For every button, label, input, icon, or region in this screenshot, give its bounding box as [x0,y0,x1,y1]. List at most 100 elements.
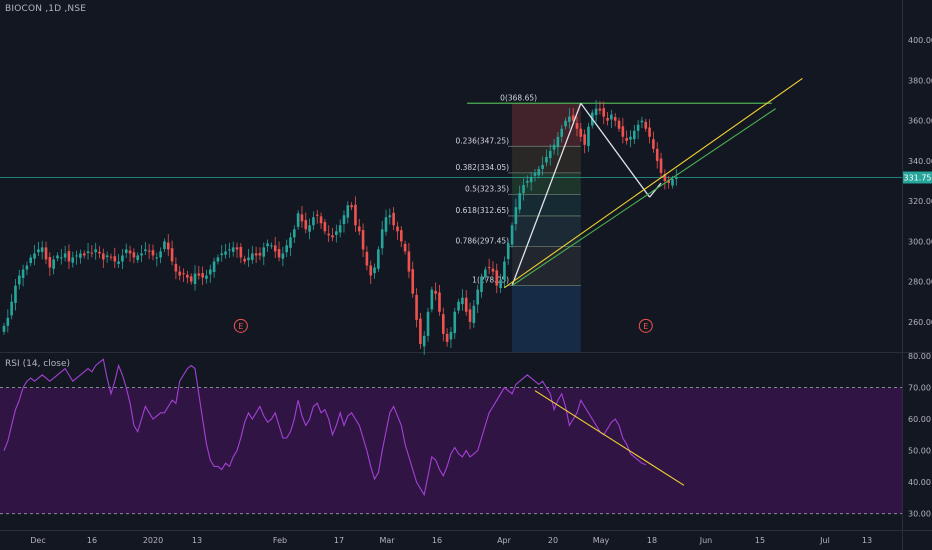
candle-body [300,214,304,222]
candle-body [239,247,243,258]
candle-body [189,276,193,282]
candle-body [201,273,204,278]
candle-body [63,253,67,258]
candle-body [25,265,29,270]
rsi-tick-label: 70.00 [908,384,931,393]
candle-body [476,289,479,305]
candle-body [60,257,63,259]
candle-body [621,126,625,137]
candle-body [545,156,548,163]
time-tick-label: 2020 [143,536,163,545]
time-tick-label: 18 [647,536,657,545]
candle-body [52,259,55,269]
candle-body [247,257,250,261]
candle-body [484,269,487,278]
time-tick-label: 20 [548,536,558,545]
candle-body [315,214,319,216]
rsi-divergence-line [534,390,685,486]
candle-body [526,181,529,183]
candle-body [487,267,491,269]
candle-body [541,164,544,169]
candle-body [75,255,78,257]
rsi-tick-label: 80.00 [908,352,931,361]
candle-body [285,245,288,253]
price-tick-label: 380.00 [908,76,932,85]
candle-body [155,257,159,259]
candle-body [667,179,670,184]
candle-body [407,251,411,272]
zigzag-line [580,102,651,198]
candle-body [254,253,258,256]
price-tick-label: 280.00 [908,278,932,287]
candle-body [529,177,533,183]
candle-body [384,217,388,232]
candle-body [560,128,564,137]
candle-body [579,128,583,137]
candle-body [361,230,365,250]
candle-body [251,253,254,260]
candle-body [208,269,212,275]
candle-body [132,252,136,258]
price-tick-label: 340.00 [908,157,932,166]
candle-body [243,258,246,262]
candle-body [323,222,327,232]
trend-line-green [511,108,776,287]
price-tick-label: 360.00 [908,117,932,126]
time-tick-label: 13 [862,536,872,545]
candle-body [388,215,392,218]
candle-body [178,271,182,276]
candle-body [304,220,308,230]
candle-body [575,123,579,129]
candle-body [556,136,560,148]
rsi-tick-label: 60.00 [908,415,931,424]
time-tick-label: Feb [273,536,287,545]
candle-body [453,311,457,334]
candle-body [548,150,552,159]
fib-level-label: 0.786(297.45) [455,237,509,246]
time-tick-label: Apr [497,536,512,545]
time-tick-label: 16 [87,536,97,545]
candle-body [652,139,655,149]
candle-body [610,114,613,120]
candle-body [277,249,281,258]
candle-body [426,311,430,336]
candle-body [457,301,460,311]
candle-body [495,270,499,286]
candle-body [331,235,334,238]
candle-body [293,229,296,238]
time-tick-label: 13 [192,536,202,545]
fib-zone [512,215,581,247]
price-tick-label: 320.00 [908,197,932,206]
candle-body [491,268,495,272]
candle-body [48,257,52,268]
candle-body [640,120,644,123]
candle-body [228,249,231,251]
fib-level-label: 1(278.05) [472,276,509,285]
candle-body [663,174,667,182]
rsi-line [3,358,647,497]
candle-body [102,253,105,260]
candle-body [151,250,155,256]
rsi-name: RSI [5,359,20,369]
candle-body [105,255,109,258]
candle-body [163,241,166,250]
candle-body [373,267,376,274]
candle-body [598,108,602,111]
candle-body [14,285,17,303]
candle-body [602,108,606,117]
candle-body [415,294,418,320]
fib-extension-zone [512,285,581,352]
fib-level-label: 0.5(323.35) [465,184,509,193]
rsi-params: (14, close) [22,359,71,369]
price-scale-bg [902,0,932,550]
candle-body [117,261,120,264]
candle-body [342,215,346,225]
fib-level-label: 0(368.65) [500,93,537,102]
candle-body [193,273,197,285]
candle-body [587,126,590,147]
candle-body [468,309,472,322]
candle-body [216,257,220,262]
candle-body [231,247,235,252]
candle-body [396,226,399,232]
